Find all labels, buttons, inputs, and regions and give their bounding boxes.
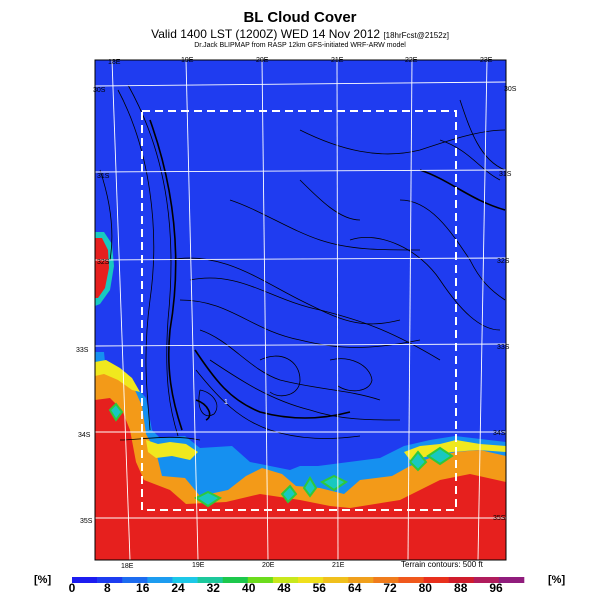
- major-terrain-contours: [149, 119, 506, 431]
- map-frame: [94, 59, 507, 561]
- coastal-clear-hole-3: [280, 484, 298, 504]
- lon-bottom-18E: 18E: [121, 563, 134, 570]
- colorbar-swatch: [122, 577, 148, 583]
- lon-labels-top: 18E 19E 20E 21E 22E 23E: [108, 57, 493, 66]
- colorbar-tick-label: 80: [419, 581, 433, 595]
- colorbar-swatch: [448, 577, 475, 583]
- colorbar-tick-label: 24: [171, 581, 185, 595]
- lon-top-23E: 23E: [480, 57, 493, 64]
- lat-right-34S: 34S: [493, 430, 506, 437]
- lat-right-32S: 32S: [497, 258, 510, 265]
- colorbar-tick-label: 32: [207, 581, 221, 595]
- lat-left-35S: 35S: [80, 518, 93, 525]
- coastal-clear-hole-6: [408, 450, 428, 472]
- coastal-clear-hole-5: [320, 474, 348, 492]
- colorbar-unit-left: [%]: [34, 574, 52, 586]
- colorbar-tick-label: 56: [313, 581, 327, 595]
- valid-time: Valid 1400 LST (1200Z) WED 14 Nov 2012: [151, 27, 381, 41]
- southern-cloud-core: [95, 398, 506, 560]
- colorbar-swatch: [197, 577, 223, 583]
- colorbar-tick-label: 16: [136, 581, 150, 595]
- colorbar-tick-label: 8: [104, 581, 111, 595]
- coastal-clear-hole-4: [302, 476, 318, 498]
- colorbar-tick-label: 64: [348, 581, 362, 595]
- colorbar-swatch: [72, 577, 98, 583]
- lat-lon-grid: [95, 60, 506, 560]
- coastal-clear-hole-1: [108, 402, 124, 422]
- yellow-fringe-a: [95, 360, 140, 392]
- forecast-hour: [18hrFcst@2152z]: [383, 31, 449, 40]
- terrain-contour-note: Terrain contours: 500 ft: [401, 560, 484, 569]
- colorbar-tick-label: 72: [383, 581, 397, 595]
- lon-bottom-21E: 21E: [332, 562, 345, 569]
- colorbar-swatch: [97, 577, 123, 583]
- map-subtitle: Valid 1400 LST (1200Z) WED 14 Nov 2012 […: [0, 27, 600, 41]
- map-field: 1: [95, 60, 506, 560]
- colorbar-tick-label: 96: [489, 581, 503, 595]
- terrain-contours: [99, 84, 506, 441]
- lat-right-33S: 33S: [497, 344, 510, 351]
- lat-left-32S: 32S: [97, 259, 110, 266]
- colorbar-ticks: 0 8 16 24 32 40 48 56 64 72 80 88 96: [69, 581, 503, 595]
- inner-domain-box: [141, 110, 457, 511]
- colorbar-swatch: [498, 577, 525, 583]
- colorbar-swatch: [473, 577, 500, 583]
- lat-left-33S: 33S: [76, 347, 89, 354]
- yellow-fringe-b: [146, 440, 198, 460]
- lat-labels-right: 30S 31S 32S 33S 34S 35S: [493, 86, 517, 522]
- model-credit: Dr.Jack BLIPMAP from RASP 12km GFS-initi…: [194, 42, 406, 49]
- colorbar-swatch: [272, 577, 299, 583]
- colorbar-swatch: [147, 577, 173, 583]
- colorbar-swatch: [373, 577, 399, 583]
- colorbar-swatch: [348, 577, 374, 583]
- colorbar-tick-label: 88: [454, 581, 468, 595]
- lat-right-35S: 35S: [493, 515, 506, 522]
- colorbar: [72, 577, 525, 583]
- colorbar-tick-label: 0: [69, 581, 76, 595]
- map-title: BL Cloud Cover: [243, 9, 357, 26]
- lat-left-31S: 31S: [97, 173, 110, 180]
- lon-top-22E: 22E: [405, 57, 418, 64]
- colorbar-tick-label: 40: [242, 581, 256, 595]
- coastal-clear-hole-7: [426, 446, 454, 466]
- lat-labels-left: 30S 31S 32S 33S 34S 35S: [76, 87, 110, 525]
- colorbar-swatch: [398, 577, 424, 583]
- lon-top-21E: 21E: [331, 57, 344, 64]
- lon-top-18E: 18E: [108, 59, 121, 66]
- lon-bottom-20E: 20E: [262, 562, 275, 569]
- coastal-clear-hole-2: [194, 490, 222, 508]
- colorbar-swatch: [323, 577, 349, 583]
- colorbar-swatch: [222, 577, 249, 583]
- colorbar-swatch: [423, 577, 449, 583]
- northwest-cloud-blob: [95, 238, 109, 298]
- colorbar-unit-right: [%]: [548, 574, 566, 586]
- location-marker-label: 1: [224, 399, 228, 406]
- colorbar-swatch: [172, 577, 198, 583]
- lat-left-34S: 34S: [78, 432, 91, 439]
- lon-bottom-19E: 19E: [192, 562, 205, 569]
- colorbar-swatch: [247, 577, 274, 583]
- lat-right-30S: 30S: [504, 86, 517, 93]
- lat-right-31S: 31S: [499, 171, 512, 178]
- lon-labels-bottom: 18E 19E 20E 21E: [121, 562, 345, 570]
- colorbar-swatch: [298, 577, 324, 583]
- lon-top-20E: 20E: [256, 57, 269, 64]
- colorbar-tick-label: 48: [277, 581, 291, 595]
- lat-left-30S: 30S: [93, 87, 106, 94]
- lon-top-19E: 19E: [181, 57, 194, 64]
